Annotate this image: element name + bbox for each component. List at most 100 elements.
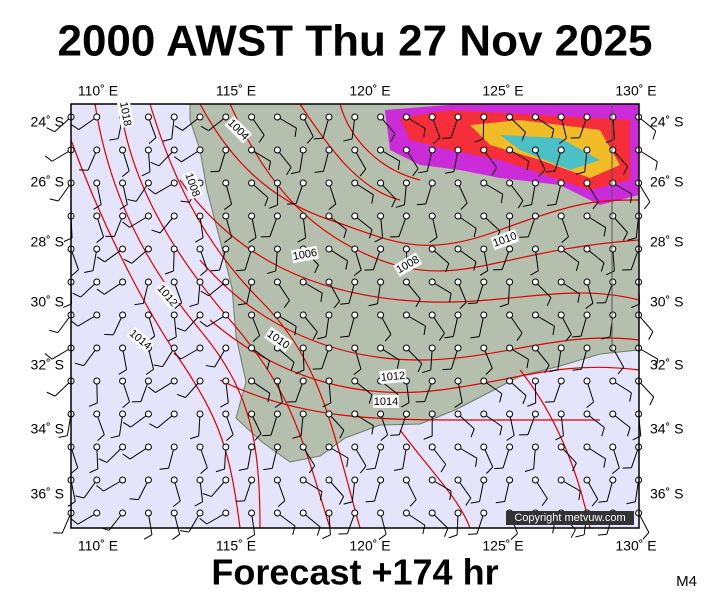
barb-flag — [366, 467, 376, 470]
barb-staff — [181, 149, 201, 163]
map-frame — [70, 103, 640, 529]
barb-flag — [601, 427, 605, 437]
barb-staff — [302, 281, 323, 294]
barb-staff — [112, 314, 124, 336]
barb-station — [402, 278, 410, 286]
barb-staff — [199, 248, 208, 270]
barb-flag — [495, 500, 505, 504]
barb-staff — [638, 347, 658, 360]
copyright-box — [506, 511, 634, 525]
barb-flag — [552, 325, 555, 336]
barb-flag — [585, 302, 594, 309]
barb-flag — [96, 288, 105, 295]
isobar-label-box — [379, 368, 407, 385]
barb-flag — [486, 466, 494, 474]
barb-flag — [506, 435, 515, 441]
barb-station — [454, 113, 462, 121]
barb-station — [557, 245, 565, 253]
barb-flag — [371, 194, 374, 204]
barb-staff — [612, 248, 615, 271]
barb-staff — [354, 182, 374, 196]
barb-station — [248, 311, 256, 319]
barb-staff — [51, 347, 72, 360]
barb-flag — [174, 125, 183, 131]
barb-staff — [199, 479, 204, 502]
barb-flag — [378, 533, 387, 540]
barb-staff — [586, 479, 599, 500]
barb-flag — [409, 499, 417, 507]
barb-flag — [159, 467, 169, 470]
isobar — [149, 103, 361, 529]
barb-staff — [354, 413, 374, 427]
barb-staff — [122, 149, 130, 172]
barb-station — [222, 146, 230, 154]
barb-station — [557, 311, 565, 319]
barb-station — [351, 344, 359, 352]
barb-flag — [254, 433, 262, 441]
barb-flag — [429, 237, 438, 243]
barb-station — [196, 311, 204, 319]
barb-flag — [499, 426, 503, 436]
barb-station — [454, 476, 462, 484]
barb-station — [119, 377, 127, 385]
barb-staff — [586, 413, 605, 428]
barb-staff — [482, 116, 485, 140]
barb-flag — [149, 423, 158, 429]
barb-station — [428, 509, 436, 517]
barb-station — [480, 410, 488, 418]
barb-staff — [131, 248, 149, 264]
barb-staff — [457, 281, 467, 303]
barb-staff — [483, 215, 501, 232]
barb-staff — [328, 446, 349, 459]
barb-station — [273, 278, 281, 286]
barb-flag — [343, 138, 353, 142]
barb-staff — [173, 479, 181, 502]
barb-station — [609, 179, 617, 187]
barb-station — [93, 278, 101, 286]
barb-station — [93, 179, 101, 187]
barb-staff — [535, 314, 555, 327]
barb-staff — [277, 347, 295, 363]
barb-station — [325, 179, 333, 187]
lon-label-top: 125˚ E — [482, 83, 523, 99]
barb-station — [325, 212, 333, 220]
barb-staff — [54, 380, 72, 397]
barb-station — [119, 344, 127, 352]
barb-station — [273, 311, 281, 319]
barb-station — [557, 146, 565, 154]
barb-station — [428, 179, 436, 187]
barb-staff — [509, 149, 529, 162]
barb-staff — [159, 215, 175, 234]
barb-staff — [57, 182, 72, 202]
barb-staff — [78, 116, 98, 130]
barb-staff — [77, 512, 98, 525]
barb-station — [454, 509, 462, 517]
barb-staff — [328, 215, 347, 230]
barb-station — [402, 311, 410, 319]
lon-label-bottom: 110˚ E — [78, 538, 118, 554]
barb-station — [325, 410, 333, 418]
barb-station — [119, 410, 127, 418]
barb-station — [273, 179, 281, 187]
barb-staff — [83, 479, 98, 499]
barb-station — [325, 311, 333, 319]
barb-flag — [70, 320, 79, 327]
barb-flag — [75, 495, 85, 499]
isobar-label-box — [224, 115, 253, 144]
barb-station — [273, 476, 281, 484]
barb-station — [273, 410, 281, 418]
barb-flag — [652, 130, 657, 140]
barb-flag — [474, 138, 484, 143]
barb-station — [222, 443, 230, 451]
barb-flag — [416, 203, 426, 206]
barb-station — [93, 212, 101, 220]
barb-staff — [479, 479, 485, 502]
barb-flag — [617, 366, 625, 375]
barb-staff — [553, 380, 562, 402]
barb-flag — [605, 270, 615, 276]
barb-station — [93, 443, 101, 451]
isobar-label-text: 1018 — [117, 101, 133, 127]
barb-station — [170, 311, 178, 319]
barb-flag — [526, 359, 529, 369]
barb-station — [248, 179, 256, 187]
